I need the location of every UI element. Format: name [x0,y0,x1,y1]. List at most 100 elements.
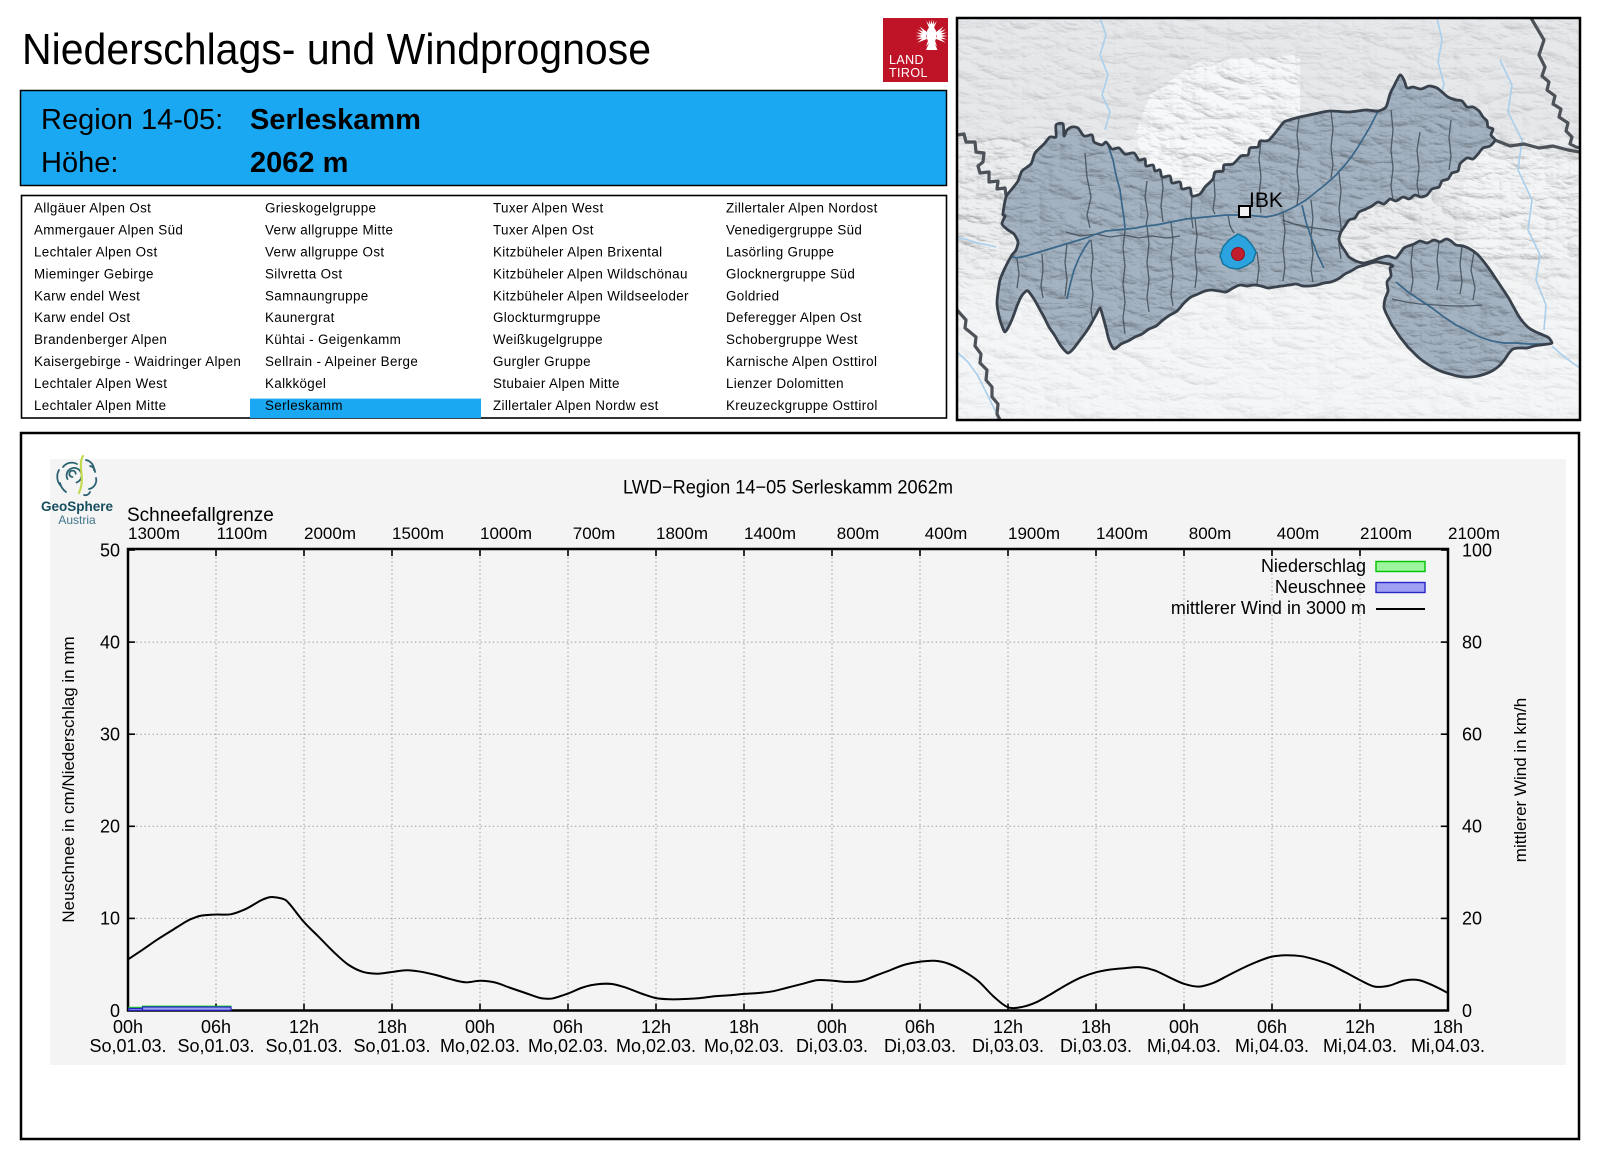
svg-text:mittlerer Wind in km/h: mittlerer Wind in km/h [1511,698,1530,862]
svg-text:TIROL: TIROL [889,66,928,80]
svg-text:0: 0 [110,1001,120,1021]
svg-text:40: 40 [100,632,120,652]
svg-text:Neuschnee in cm/Niederschlag i: Neuschnee in cm/Niederschlag in mm [59,636,78,922]
svg-text:2000m: 2000m [304,524,356,543]
svg-text:Karw endel Ost: Karw endel Ost [34,310,130,325]
svg-text:1400m: 1400m [1096,524,1148,543]
svg-text:00h: 00h [113,1017,143,1037]
svg-text:06h: 06h [201,1017,231,1037]
svg-text:1800m: 1800m [656,524,708,543]
svg-text:Kitzbüheler Alpen Wildseeloder: Kitzbüheler Alpen Wildseeloder [493,288,689,303]
svg-text:Region 14-05:: Region 14-05: [41,104,223,136]
svg-text:So,01.03.: So,01.03. [89,1036,166,1056]
svg-text:Weißkugelgruppe: Weißkugelgruppe [493,332,603,347]
svg-text:Lechtaler Alpen West: Lechtaler Alpen West [34,376,167,391]
svg-text:So,01.03.: So,01.03. [177,1036,254,1056]
svg-text:Mo,02.03.: Mo,02.03. [616,1036,696,1056]
svg-text:50: 50 [100,540,120,560]
svg-text:Zillertaler Alpen Nordost: Zillertaler Alpen Nordost [726,201,878,216]
svg-text:Sellrain - Alpeiner Berge: Sellrain - Alpeiner Berge [265,354,418,369]
svg-text:Austria: Austria [58,513,96,527]
svg-text:0: 0 [1462,1001,1472,1021]
svg-text:Mi,04.03.: Mi,04.03. [1235,1036,1309,1056]
svg-text:00h: 00h [465,1017,495,1037]
svg-text:100: 100 [1462,540,1492,560]
svg-text:Serleskamm: Serleskamm [265,398,343,413]
svg-text:Mo,02.03.: Mo,02.03. [528,1036,608,1056]
svg-text:Gurgler Gruppe: Gurgler Gruppe [493,354,591,369]
svg-text:Lasörling Gruppe: Lasörling Gruppe [726,245,834,260]
svg-text:Mi,04.03.: Mi,04.03. [1147,1036,1221,1056]
svg-text:1100m: 1100m [217,524,268,543]
svg-text:12h: 12h [993,1017,1023,1037]
svg-text:Glockturmgruppe: Glockturmgruppe [493,310,601,325]
svg-text:2100m: 2100m [1360,524,1412,543]
svg-text:Ammergauer Alpen Süd: Ammergauer Alpen Süd [34,223,183,238]
svg-text:20: 20 [100,817,120,837]
svg-text:18h: 18h [729,1017,759,1037]
svg-text:06h: 06h [1257,1017,1287,1037]
svg-text:IBK: IBK [1249,189,1283,212]
svg-text:Mieminger Gebirge: Mieminger Gebirge [34,266,154,281]
svg-text:700m: 700m [573,524,616,543]
svg-text:Niederschlags- und Windprognos: Niederschlags- und Windprognose [22,25,651,74]
svg-text:Zillertaler Alpen Nordw est: Zillertaler Alpen Nordw est [493,398,659,413]
svg-text:Di,03.03.: Di,03.03. [796,1036,868,1056]
svg-text:Deferegger Alpen Ost: Deferegger Alpen Ost [726,310,862,325]
svg-text:Verw allgruppe Ost: Verw allgruppe Ost [265,245,384,260]
svg-text:80: 80 [1462,632,1482,652]
svg-text:So,01.03.: So,01.03. [353,1036,430,1056]
svg-text:Mo,02.03.: Mo,02.03. [440,1036,520,1056]
svg-text:Karnische Alpen Osttirol: Karnische Alpen Osttirol [726,354,877,369]
svg-text:Goldried: Goldried [726,288,779,303]
svg-text:LWD−Region 14−05 Serleskamm 20: LWD−Region 14−05 Serleskamm 2062m [623,478,953,499]
svg-text:60: 60 [1462,725,1482,745]
svg-text:20: 20 [1462,909,1482,929]
svg-text:Allgäuer Alpen Ost: Allgäuer Alpen Ost [34,201,151,216]
svg-text:Di,03.03.: Di,03.03. [884,1036,956,1056]
svg-text:Tuxer Alpen West: Tuxer Alpen West [493,201,604,216]
svg-text:12h: 12h [1345,1017,1375,1037]
svg-text:400m: 400m [925,524,968,543]
svg-text:Kühtai - Geigenkamm: Kühtai - Geigenkamm [265,332,401,347]
svg-text:00h: 00h [817,1017,847,1037]
svg-text:00h: 00h [1169,1017,1199,1037]
svg-text:12h: 12h [641,1017,671,1037]
svg-text:Schobergruppe West: Schobergruppe West [726,332,858,347]
svg-text:Kitzbüheler Alpen Brixental: Kitzbüheler Alpen Brixental [493,245,663,260]
svg-text:Kaunergrat: Kaunergrat [265,310,335,325]
svg-text:Brandenberger Alpen: Brandenberger Alpen [34,332,167,347]
svg-text:Schneefallgrenze: Schneefallgrenze [127,505,274,526]
svg-text:1400m: 1400m [744,524,796,543]
svg-text:Lechtaler Alpen Mitte: Lechtaler Alpen Mitte [34,398,166,413]
svg-text:Niederschlag: Niederschlag [1261,556,1366,576]
svg-text:GeoSphere: GeoSphere [41,499,114,514]
svg-text:Mi,04.03.: Mi,04.03. [1323,1036,1397,1056]
svg-text:06h: 06h [553,1017,583,1037]
svg-text:Kalkkögel: Kalkkögel [265,376,326,391]
svg-text:12h: 12h [289,1017,319,1037]
svg-text:2100m: 2100m [1448,524,1500,543]
svg-text:Stubaier Alpen Mitte: Stubaier Alpen Mitte [493,376,620,391]
svg-text:Di,03.03.: Di,03.03. [1060,1036,1132,1056]
svg-text:800m: 800m [837,524,880,543]
svg-text:Tuxer Alpen Ost: Tuxer Alpen Ost [493,223,594,238]
svg-text:Kreuzeckgruppe Osttirol: Kreuzeckgruppe Osttirol [726,398,878,413]
svg-text:1000m: 1000m [480,524,532,543]
svg-text:Verw allgruppe Mitte: Verw allgruppe Mitte [265,223,393,238]
svg-text:Venedigergruppe Süd: Venedigergruppe Süd [726,223,862,238]
svg-text:Mo,02.03.: Mo,02.03. [704,1036,784,1056]
svg-text:1500m: 1500m [392,524,444,543]
svg-text:Di,03.03.: Di,03.03. [972,1036,1044,1056]
svg-text:Silvretta Ost: Silvretta Ost [265,266,342,281]
svg-text:Mi,04.03.: Mi,04.03. [1411,1036,1485,1056]
svg-text:06h: 06h [905,1017,935,1037]
svg-text:Grieskogelgruppe: Grieskogelgruppe [265,201,376,216]
svg-text:10: 10 [100,909,120,929]
svg-text:2062 m: 2062 m [250,147,348,179]
svg-text:Glocknergruppe Süd: Glocknergruppe Süd [726,266,855,281]
svg-text:18h: 18h [1081,1017,1111,1037]
svg-text:Samnaungruppe: Samnaungruppe [265,288,369,303]
svg-text:1300m: 1300m [128,524,180,543]
svg-text:Kaisergebirge - Waidringer Alp: Kaisergebirge - Waidringer Alpen [34,354,241,369]
